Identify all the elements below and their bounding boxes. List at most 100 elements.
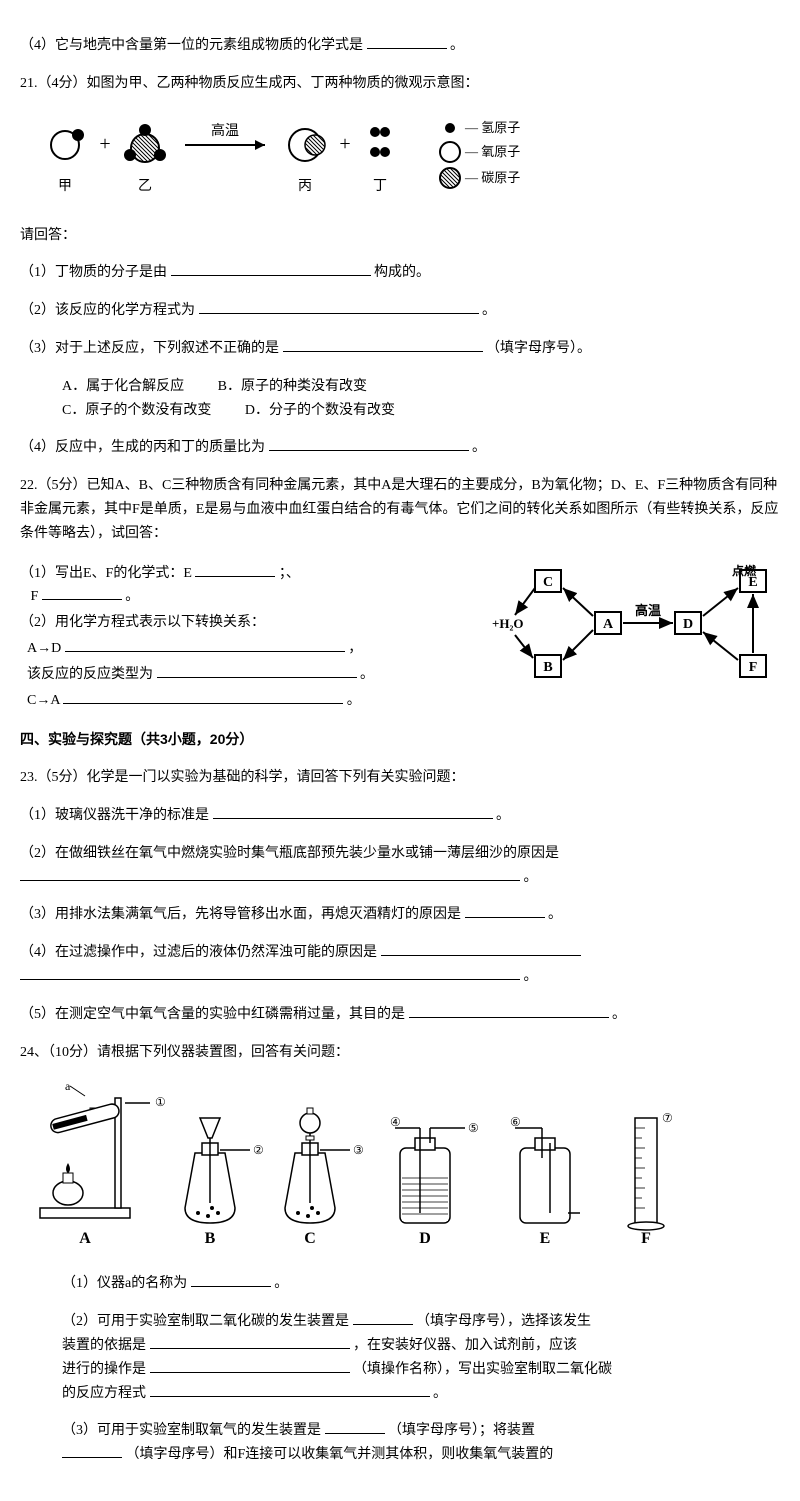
q23-p2-text: （2）在做细铁丝在氧气中燃烧实验时集气瓶底部预先装少量水或铺一薄层细沙的原因是 (20, 846, 559, 861)
q24-p1-blank[interactable] (191, 1272, 271, 1287)
svg-text:D: D (683, 617, 693, 632)
q22-CA-blank[interactable] (63, 689, 343, 704)
q20-blank[interactable] (367, 34, 447, 49)
q24-p2a-blank[interactable] (353, 1310, 413, 1325)
q23-p2-tail: 。 (524, 870, 538, 885)
q20-part4: （4）它与地壳中含量第一位的元素组成物质的化学式是 。 (20, 34, 780, 58)
q21-diagram-row: 甲 + 乙 高温 丙 + 丁 (20, 110, 780, 210)
q24-p1-tail: 。 (274, 1276, 288, 1291)
q21-optC[interactable]: C．原子的个数没有改变 (62, 399, 211, 423)
q23-p1-blank[interactable] (213, 804, 493, 819)
q24-p2b-blank[interactable] (150, 1334, 350, 1349)
q23-p3-blank[interactable] (465, 903, 545, 918)
q24-p2c-blank[interactable] (150, 1358, 350, 1373)
q22-diagram-svg: C B A D E F +H₂O 高温 点燃 (480, 560, 780, 690)
label-bing: 丙 (298, 179, 312, 194)
q21-header: 21.（4分）如图为甲、乙两种物质反应生成丙、丁两种物质的微观示意图： (20, 72, 780, 96)
q23-p5-blank[interactable] (409, 1003, 609, 1018)
q21-optD[interactable]: D．分子的个数没有改变 (245, 399, 395, 423)
q21-p1-blank[interactable] (171, 261, 371, 276)
svg-text:F: F (641, 1230, 651, 1247)
section4-title: 四、实验与探究题（共3小题，20分） (20, 728, 780, 752)
q22-p1-f: F (31, 589, 39, 604)
q21-prompt: 请回答： (20, 224, 780, 248)
q21-p4-blank[interactable] (269, 436, 469, 451)
q24-p2b-tail: ，在安装好仪器、加入试剂前，应该 (353, 1338, 577, 1353)
label-yi: 乙 (138, 178, 152, 194)
svg-text:B: B (543, 660, 552, 675)
q22-p2c: C→A 。 (20, 689, 480, 713)
q22-F-blank[interactable] (42, 585, 122, 600)
q24-p2: （2）可用于实验室制取二氧化碳的发生装置是 （填字母序号），选择该发生 装置的依… (62, 1310, 780, 1405)
svg-text:⑦: ⑦ (662, 1111, 673, 1125)
q24-p3a-blank[interactable] (325, 1419, 385, 1434)
q24-p3b-hint: （填字母序号）和F连接可以收集氧气并测其体积，则收集氧气装置的 (126, 1447, 554, 1462)
q22-p2c-tail: 。 (347, 693, 361, 708)
q22-E-blank[interactable] (195, 562, 275, 577)
q21-reaction-svg: 甲 + 乙 高温 丙 + 丁 (20, 110, 540, 210)
q22-p2b-tail: 。 (360, 667, 374, 682)
q23-p4-blank[interactable] (381, 941, 581, 956)
plus2: + (339, 133, 350, 155)
svg-text:①: ① (155, 1095, 166, 1109)
q24-p2d-tail: 。 (433, 1386, 447, 1401)
q23-p4-blank2[interactable] (20, 965, 520, 980)
gaowen: 高温 (211, 122, 239, 139)
q22-p2b-text: 该反应的反应类型为 (27, 667, 153, 682)
q23-p2: （2）在做细铁丝在氧气中燃烧实验时集气瓶底部预先装少量水或铺一薄层细沙的原因是 … (20, 842, 780, 890)
svg-text:— 氢原子: — 氢原子 (464, 120, 520, 135)
q22-p1-tail: 。 (125, 589, 139, 604)
svg-text:F: F (749, 660, 758, 675)
q23-p5-tail: 。 (612, 1007, 626, 1022)
q23-header: 23.（5分）化学是一门以实验为基础的科学，请回答下列有关实验问题： (20, 766, 780, 790)
q22-p2b: 该反应的反应类型为 。 (20, 663, 480, 687)
q21-optA[interactable]: A．属于化合解反应 (62, 375, 184, 399)
q22-p1-sep: ；、 (279, 566, 300, 581)
q21-p2-tail: 。 (482, 303, 496, 318)
q23-p4-text: （4）在过滤操作中，过滤后的液体仍然浑浊可能的原因是 (20, 945, 377, 960)
q22-p2a-text: A→D (27, 641, 61, 656)
q22-p2a-tail: ， (348, 641, 362, 656)
q24-p1-text: （1）仪器a的名称为 (62, 1276, 187, 1291)
q21-optB[interactable]: B．原子的种类没有改变 (218, 375, 367, 399)
q21-p4: （4）反应中，生成的丙和丁的质量比为 。 (20, 436, 780, 460)
q23-p3-text: （3）用排水法集满氧气后，先将导管移出水面，再熄灭酒精灯的原因是 (20, 907, 461, 922)
q21-p3-text: （3）对于上述反应，下列叙述不正确的是 (20, 341, 279, 356)
q22-AD-blank[interactable] (65, 637, 345, 652)
q23-p3: （3）用排水法集满氧气后，先将导管移出水面，再熄灭酒精灯的原因是 。 (20, 903, 780, 927)
q21-p3-blank[interactable] (283, 337, 483, 352)
q21-options: A．属于化合解反应 B．原子的种类没有改变 C．原子的个数没有改变 D．分子的个… (62, 375, 780, 423)
q23-p1-text: （1）玻璃仪器洗干净的标准是 (20, 808, 209, 823)
svg-text:⑥: ⑥ (510, 1115, 521, 1129)
q21-p4-text: （4）反应中，生成的丙和丁的质量比为 (20, 440, 265, 455)
q24-p2c-text: 进行的操作是 (62, 1362, 146, 1377)
q23-p4-tail: 。 (524, 969, 538, 984)
q21-p1-text: （1）丁物质的分子是由 (20, 265, 167, 280)
q24-p2c-hint: （填操作名称），写出实验室制取二氧化碳 (353, 1362, 612, 1377)
q21-p3-hint: （填字母序号）。 (486, 341, 591, 356)
q21-p2-blank[interactable] (199, 299, 479, 314)
q22-p1-text: （1）写出E、F的化学式：E (20, 566, 192, 581)
q22-type-blank[interactable] (157, 663, 357, 678)
q23-p4: （4）在过滤操作中，过滤后的液体仍然浑浊可能的原因是 。 (20, 941, 780, 989)
q24-p2b-text: 装置的依据是 (62, 1338, 146, 1353)
q21-p2-text: （2）该反应的化学方程式为 (20, 303, 195, 318)
plus1: + (99, 133, 110, 155)
q24-p2d-text: 的反应方程式 (62, 1386, 146, 1401)
q24-p3b-blank[interactable] (62, 1443, 122, 1458)
svg-text:E: E (540, 1230, 551, 1247)
q23-p2-blank[interactable] (20, 866, 520, 881)
q22-text-col: （1）写出E、F的化学式：E ；、 F 。 （2）用化学方程式表示以下转换关系：… (20, 560, 480, 715)
q21-p1: （1）丁物质的分子是由 构成的。 (20, 261, 780, 285)
q23-p5-text: （5）在测定空气中氧气含量的实验中红磷需稍过量，其目的是 (20, 1007, 405, 1022)
q21-p3: （3）对于上述反应，下列叙述不正确的是 （填字母序号）。 (20, 337, 780, 361)
q24-p2a-text: （2）可用于实验室制取二氧化碳的发生装置是 (62, 1314, 349, 1329)
svg-text:C: C (543, 575, 553, 590)
q22-p2c-text: C→A (27, 693, 60, 708)
label-jia: 甲 (58, 179, 72, 194)
q22-header: 22.（5分）已知A、B、C三种物质含有同种金属元素，其中A是大理石的主要成分，… (20, 474, 780, 545)
q23-p5: （5）在测定空气中氧气含量的实验中红磷需稍过量，其目的是 。 (20, 1003, 780, 1027)
svg-text:⑤: ⑤ (468, 1121, 479, 1135)
q22-diagram-col: C B A D E F +H₂O 高温 点燃 (480, 560, 780, 690)
q24-p2d-blank[interactable] (150, 1382, 430, 1397)
